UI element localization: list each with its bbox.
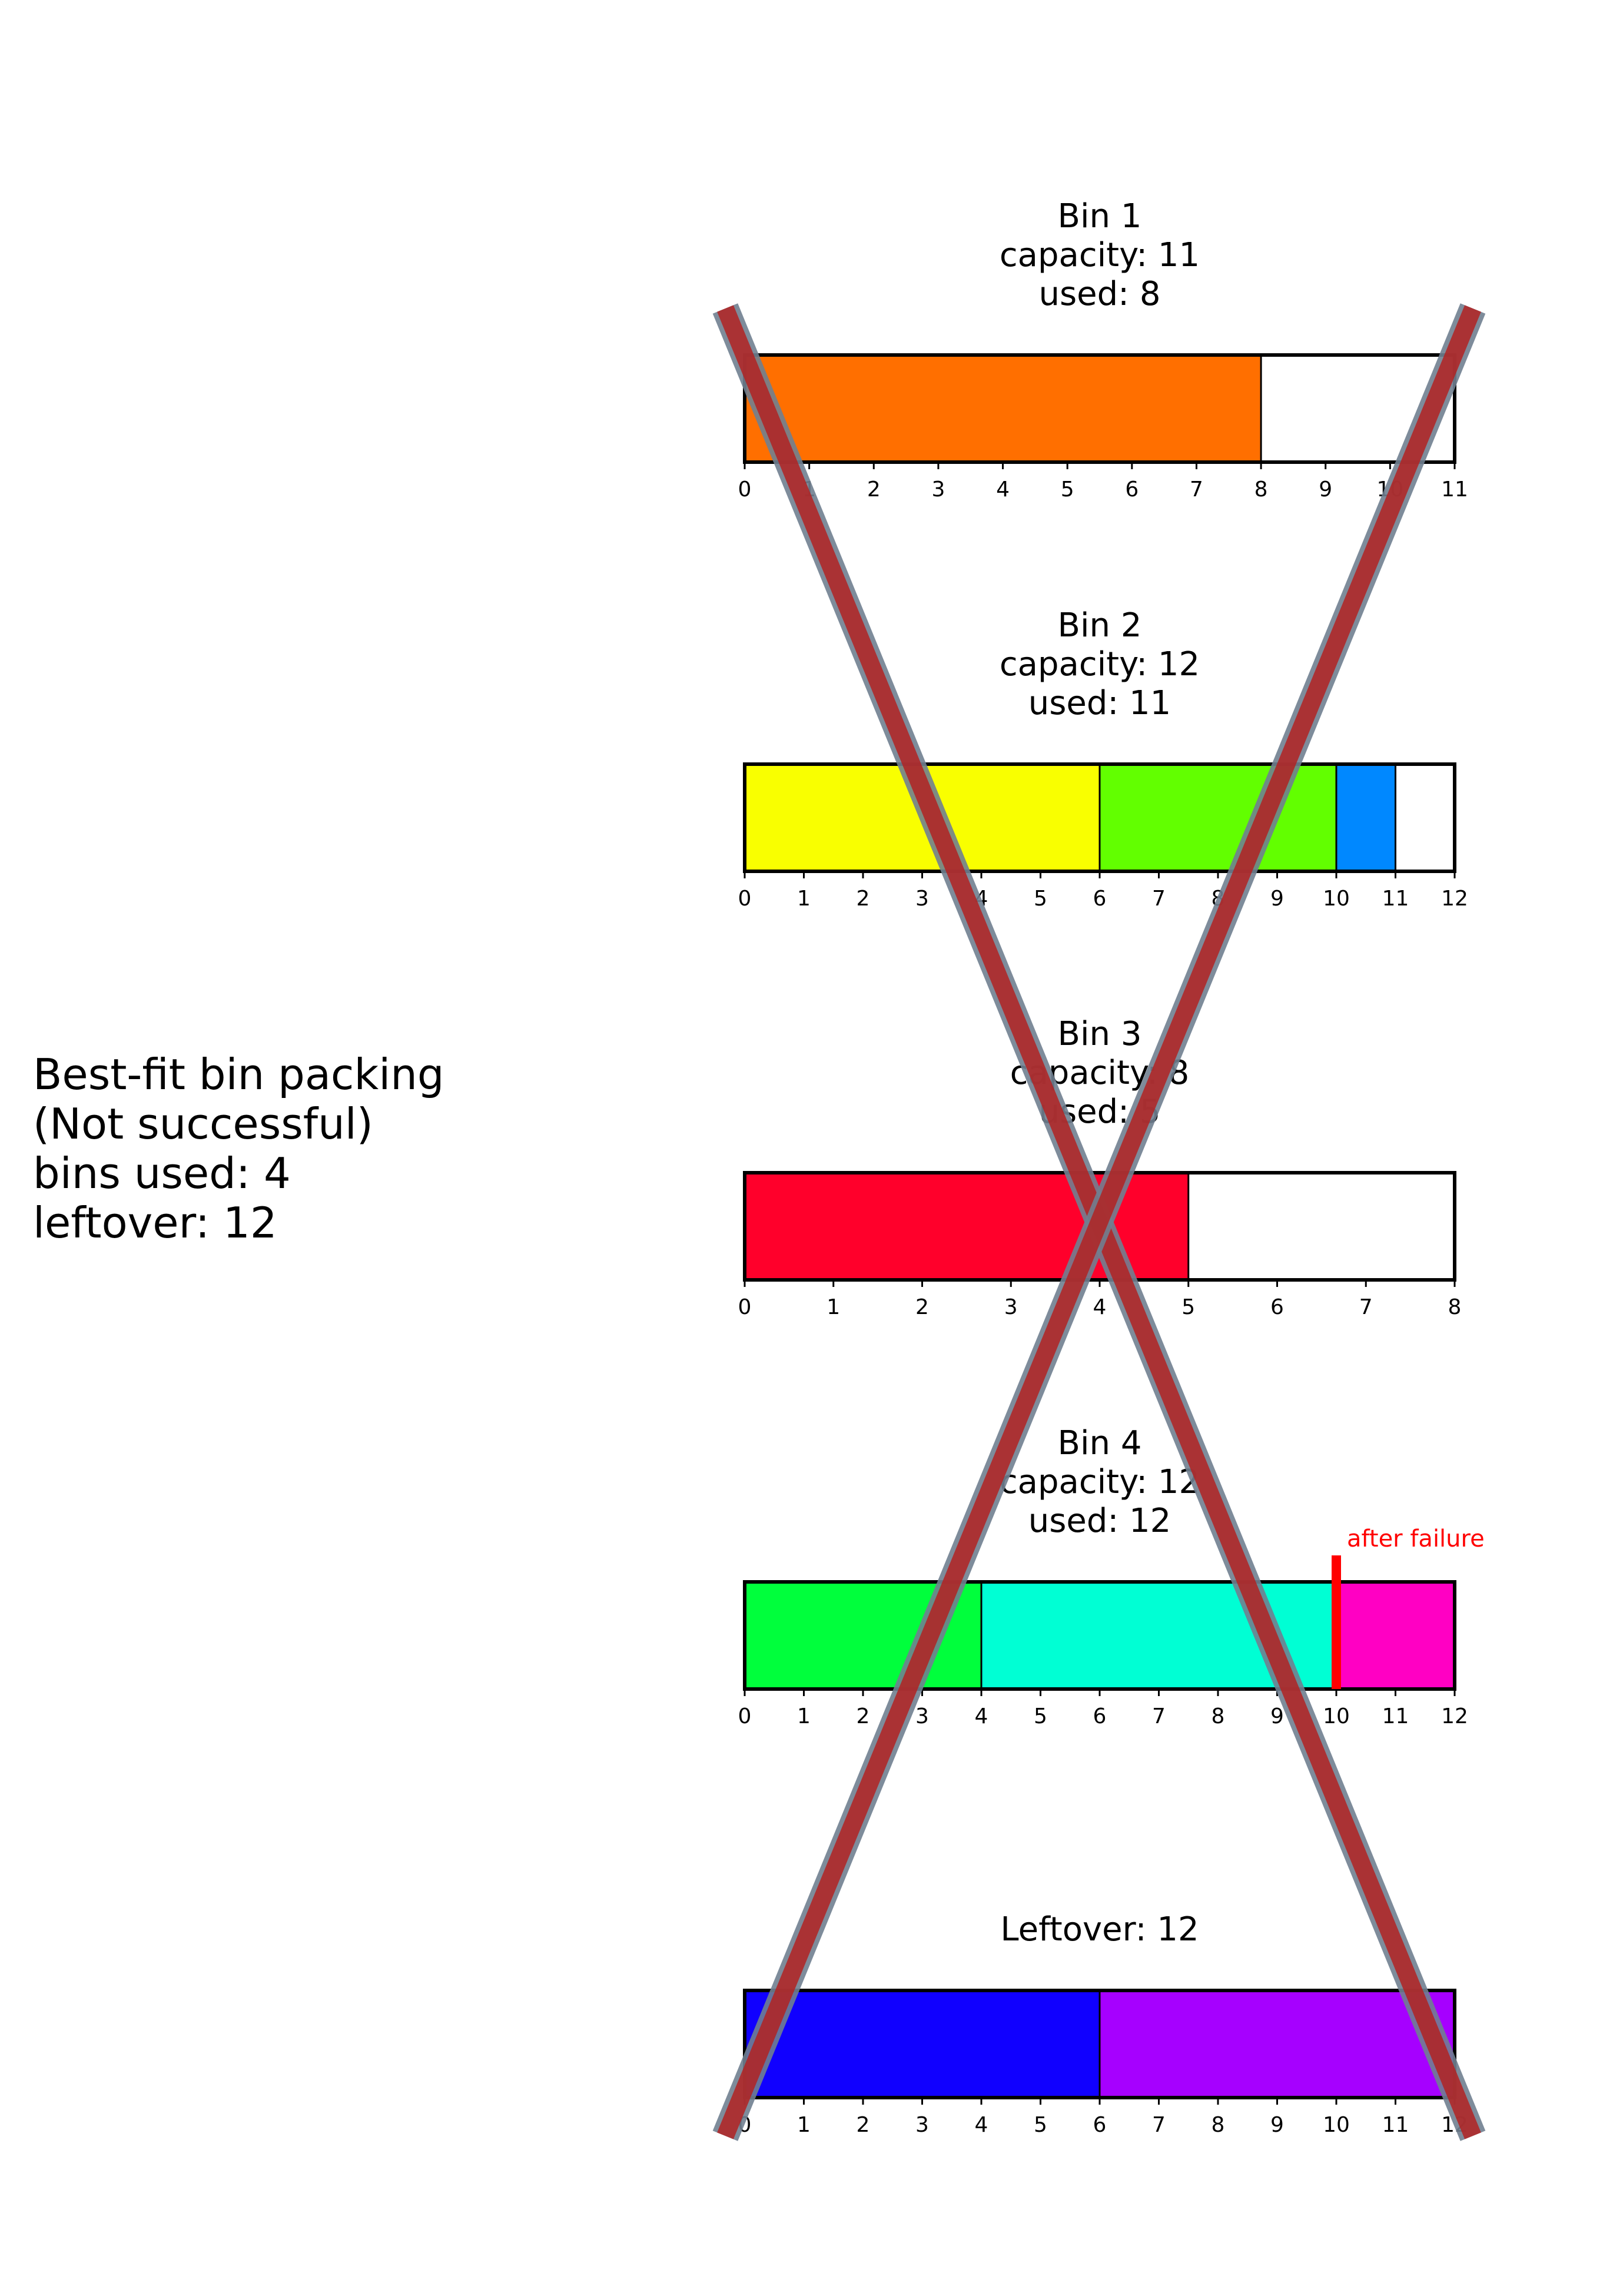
tick-label: 9 <box>1270 1704 1284 1728</box>
tick-label: 7 <box>1190 477 1203 502</box>
tick-label: 7 <box>1152 2113 1166 2137</box>
bin-title-line: Bin 1 <box>1058 197 1142 235</box>
tick-label: 9 <box>1319 477 1332 502</box>
tick-label: 3 <box>1004 1295 1018 1319</box>
tick-label: 0 <box>738 1704 752 1728</box>
tick-label: 7 <box>1359 1295 1373 1319</box>
tick-label: 6 <box>1093 887 1107 911</box>
tick-label: 0 <box>738 887 752 911</box>
tick-label: 2 <box>915 1295 929 1319</box>
tick-label: 1 <box>797 1704 811 1728</box>
summary-text: Best-fit bin packing(Not successful)bins… <box>33 1050 444 1247</box>
tick-label: 6 <box>1270 1295 1284 1319</box>
tick-label: 0 <box>738 1295 752 1319</box>
tick-label: 4 <box>975 1704 988 1728</box>
tick-label: 4 <box>1093 1295 1107 1319</box>
summary-line: (Not successful) <box>33 1099 373 1149</box>
tick-label: 10 <box>1323 2113 1350 2137</box>
bin-outline <box>743 353 1456 464</box>
bin-title-line: Bin 3 <box>1058 1015 1142 1053</box>
bin-segment <box>1098 1989 1456 2099</box>
tick-label: 3 <box>915 2113 929 2137</box>
tick-label: 4 <box>996 477 1010 502</box>
summary-line: leftover: 12 <box>33 1198 277 1247</box>
bin-title-line: Bin 2 <box>1058 606 1142 645</box>
tick-label: 12 <box>1441 1704 1468 1728</box>
bin-title-line: capacity: 12 <box>1000 645 1200 684</box>
tick-label: 7 <box>1152 887 1166 911</box>
bin-segment <box>1335 763 1396 872</box>
tick-label: 2 <box>867 477 881 502</box>
tick-label: 8 <box>1254 477 1268 502</box>
tick-label: 8 <box>1448 1295 1462 1319</box>
tick-label: 3 <box>915 887 929 911</box>
summary-line: Best-fit bin packing <box>33 1050 444 1099</box>
tick-label: 2 <box>857 1704 870 1728</box>
tick-label: 8 <box>1212 2113 1225 2137</box>
tick-label: 3 <box>931 477 945 502</box>
tick-label: 5 <box>1181 1295 1195 1319</box>
tick-label: 5 <box>1034 887 1047 911</box>
cross-line <box>717 305 1481 2139</box>
tick-label: 6 <box>1093 1704 1107 1728</box>
failure-marker-label: after failure <box>1347 1525 1485 1552</box>
bin-title-line: capacity: 11 <box>1000 236 1200 274</box>
bin-title-line: used: 12 <box>1028 1502 1171 1540</box>
bin-title-line: Bin 4 <box>1058 1424 1142 1462</box>
bin-segment <box>1335 1581 1456 1690</box>
tick-label: 0 <box>738 477 752 502</box>
tick-label: 7 <box>1152 1704 1166 1728</box>
summary-line: bins used: 4 <box>33 1149 291 1198</box>
tick-label: 2 <box>857 2113 870 2137</box>
tick-label: 4 <box>975 2113 988 2137</box>
tick-label: 1 <box>797 887 811 911</box>
tick-label: 10 <box>1323 887 1350 911</box>
bin-title-line: used: 8 <box>1039 275 1161 313</box>
tick-label: 5 <box>1061 477 1074 502</box>
bin-segment <box>744 1989 1101 2099</box>
bin-title-line: Leftover: 12 <box>1000 1910 1199 1949</box>
tick-label: 10 <box>1323 1704 1350 1728</box>
tick-label: 9 <box>1270 887 1284 911</box>
tick-label: 5 <box>1034 2113 1047 2137</box>
bin-segment <box>744 354 1262 463</box>
tick-label: 11 <box>1441 477 1468 502</box>
tick-label: 12 <box>1441 887 1468 911</box>
bin-title-line: capacity: 12 <box>1000 1463 1200 1501</box>
tick-label: 11 <box>1382 887 1409 911</box>
bin-segment <box>1098 763 1337 872</box>
tick-label: 1 <box>827 1295 840 1319</box>
tick-label: 5 <box>1034 1704 1047 1728</box>
tick-label: 6 <box>1125 477 1139 502</box>
tick-label: 8 <box>1212 1704 1225 1728</box>
tick-label: 3 <box>915 1704 929 1728</box>
bin-title-line: used: 11 <box>1028 684 1171 722</box>
tick-label: 1 <box>797 2113 811 2137</box>
tick-label: 11 <box>1382 2113 1409 2137</box>
tick-label: 11 <box>1382 1704 1409 1728</box>
tick-label: 2 <box>857 887 870 911</box>
failure-cross-overlay <box>712 303 1486 2141</box>
tick-label: 6 <box>1093 2113 1107 2137</box>
tick-label: 9 <box>1270 2113 1284 2137</box>
